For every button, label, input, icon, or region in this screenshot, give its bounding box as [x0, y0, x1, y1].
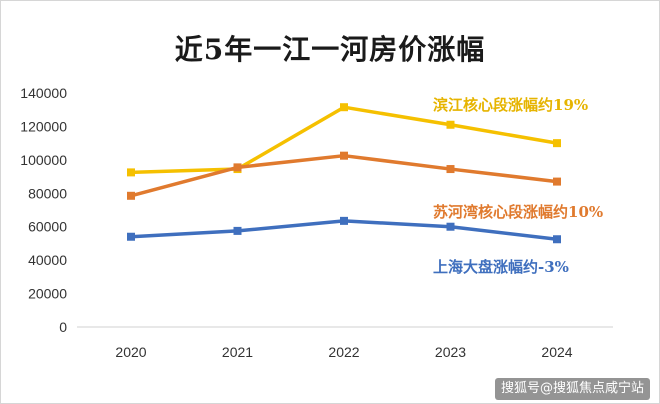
series-2-point	[233, 163, 242, 172]
watermark-badge: 搜狐号@搜狐焦点咸宁站	[494, 378, 650, 400]
series-2-point	[446, 165, 455, 174]
series-annotations: 滨江核心段涨幅约19% 苏河湾核心段涨幅约10% 上海大盘涨幅约-3%	[433, 96, 603, 276]
x-tick-label: 2024	[541, 344, 572, 360]
y-tick-label: 20000	[28, 286, 67, 302]
x-tick-label: 2022	[328, 344, 359, 360]
series-1-point	[553, 139, 561, 148]
series-3-point	[127, 232, 135, 241]
series-1-point	[446, 120, 455, 129]
x-tick-label: 2020	[115, 344, 146, 360]
y-tick-label: 120000	[20, 118, 67, 134]
series-1-point	[340, 103, 348, 112]
x-tick-label: 2021	[222, 344, 253, 360]
series-points	[127, 103, 561, 244]
y-tick-label: 0	[59, 319, 67, 335]
series-3-point	[233, 226, 242, 235]
y-tick-label: 60000	[28, 219, 67, 235]
y-tick-label: 140000	[20, 85, 67, 101]
series-annotation: 上海大盘涨幅约-3%	[433, 258, 569, 276]
series-annotation: 苏河湾核心段涨幅约10%	[433, 203, 603, 221]
y-tick-label: 100000	[20, 152, 67, 168]
chart-title: 近5年一江一河房价涨幅	[174, 33, 486, 66]
series-annotation: 滨江核心段涨幅约19%	[433, 96, 588, 114]
series-line-2	[130, 153, 558, 198]
x-axis-ticks: 2020 2021 2022 2023 2024	[115, 344, 572, 360]
series-2-point	[553, 177, 561, 186]
series-3-point	[340, 216, 348, 225]
series-3-point	[446, 222, 455, 231]
series-3-point	[553, 235, 561, 244]
series-line-1	[130, 105, 558, 175]
series-2-point	[127, 191, 135, 200]
y-tick-label: 80000	[28, 185, 67, 201]
y-tick-label: 40000	[28, 252, 67, 268]
y-axis-ticks: 0 20000 40000 60000 80000 100000 120000 140000	[20, 85, 67, 335]
x-tick-label: 2023	[435, 344, 466, 360]
series-1-point	[127, 168, 135, 177]
series-2-point	[340, 151, 348, 160]
